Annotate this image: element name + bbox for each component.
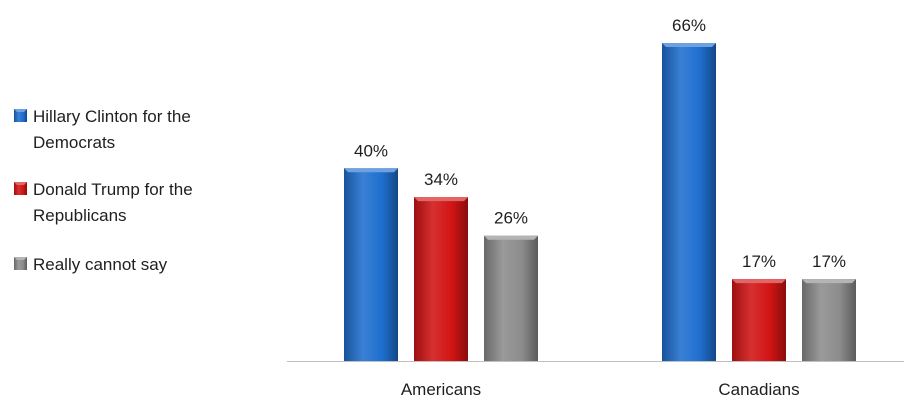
bar-canadians-series-1	[662, 43, 716, 361]
bar-americans-series-3	[484, 235, 538, 361]
data-label: 17%	[812, 252, 846, 271]
legend-swatch	[14, 182, 27, 195]
legend-label: Republicans	[33, 206, 127, 225]
data-label: 26%	[494, 209, 528, 228]
legend-entry-1: Hillary Clinton for the Democrats	[14, 107, 191, 152]
category-label-americans: Americans	[401, 380, 481, 399]
bar-americans-series-1	[344, 168, 398, 361]
category-axis: Americans Canadians	[401, 380, 800, 399]
bar-americans-series-2	[414, 197, 468, 361]
legend-entry-3: Really cannot say	[14, 255, 168, 274]
legend-label: Democrats	[33, 133, 115, 152]
category-label-canadians: Canadians	[718, 380, 799, 399]
data-label: 66%	[672, 16, 706, 35]
legend-label: Hillary Clinton for the	[33, 107, 191, 126]
legend: Hillary Clinton for the Democrats Donald T…	[14, 107, 193, 274]
legend-swatch	[14, 257, 27, 270]
legend-entry-2: Donald Trump for the Republicans	[14, 180, 193, 225]
legend-label: Donald Trump for the	[33, 180, 193, 199]
legend-swatch	[14, 109, 27, 122]
legend-label: Really cannot say	[33, 255, 168, 274]
data-label: 17%	[742, 252, 776, 271]
bar-canadians-series-2	[732, 279, 786, 361]
data-label: 34%	[424, 170, 458, 189]
data-label: 40%	[354, 141, 388, 160]
bar-canadians-series-3	[802, 279, 856, 361]
plot-area: 40% 34% 26% 66% 17% 17%	[344, 16, 856, 361]
